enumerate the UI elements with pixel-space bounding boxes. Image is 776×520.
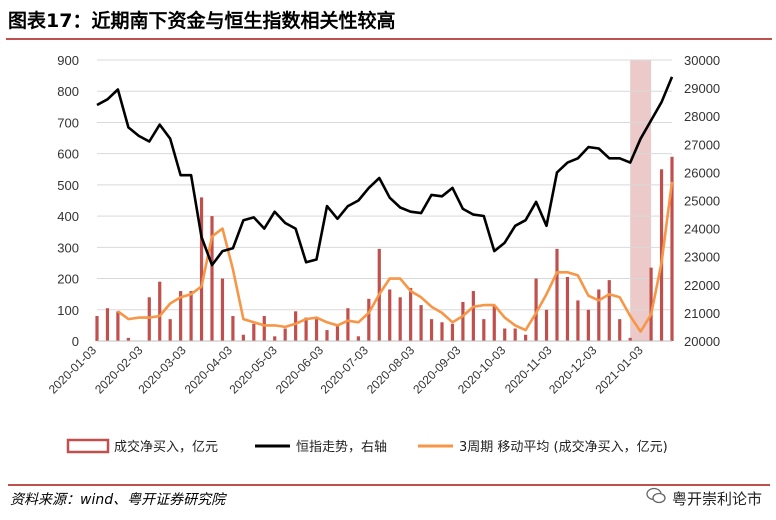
bar-net-buy: [252, 323, 256, 341]
line-hang-seng-index: [96, 76, 674, 267]
y-right-tick-label: 28000: [684, 109, 720, 124]
y-right-tick-label: 27000: [684, 137, 720, 152]
chart: 0 100 200 300 400 500 600 700 800 900 20000 21000 22…: [46, 53, 720, 455]
y-right-tick-label: 24000: [684, 222, 720, 237]
line-moving-average: [117, 181, 674, 333]
legend-swatch-bars: [66, 438, 110, 454]
x-tick-label: 2020-05-03: [227, 343, 281, 397]
y-left-tick-label: 900: [57, 53, 79, 68]
bar-net-buy: [461, 301, 465, 341]
bar-net-buy: [126, 337, 130, 341]
bar-net-buy: [482, 319, 486, 341]
bar-net-buy: [670, 156, 674, 341]
bar-net-buy: [419, 305, 423, 341]
y-right-tick-label: 26000: [684, 165, 720, 180]
highlight-band-layer: [630, 60, 652, 341]
bar-net-buy: [628, 337, 632, 341]
line-series-layer: [96, 76, 674, 333]
bar-net-buy: [179, 291, 183, 341]
bar-net-buy: [513, 328, 517, 341]
bar-net-buy: [95, 316, 99, 341]
bar-net-buy: [199, 197, 204, 341]
bar-net-buy: [314, 319, 319, 341]
page-title: 图表17：近期南下资金与恒生指数相关性较高: [6, 4, 772, 40]
y-right-tick-label: 30000: [684, 53, 720, 68]
x-tick-label: 2020-12-03: [546, 343, 600, 397]
legend: 成交净买入，亿元 恒指走势，右轴 3周期 移动平均 (成交净买入，亿元): [66, 438, 668, 455]
bar-net-buy: [524, 334, 528, 341]
bar-net-buy: [346, 308, 350, 341]
x-tick-label: 2020-01-03: [46, 343, 100, 397]
bar-net-buy: [367, 298, 371, 341]
y-left-tick-label: 700: [57, 115, 79, 130]
bar-net-buy: [283, 328, 287, 341]
x-tick-label: 2020-03-03: [135, 343, 189, 397]
x-tick-label: 2020-07-03: [318, 343, 372, 397]
bar-net-buy: [398, 297, 402, 341]
y-right-tick-label: 25000: [684, 194, 720, 209]
bar-net-buy: [147, 297, 151, 341]
bar-net-buy: [231, 316, 235, 341]
bar-net-buy: [168, 319, 172, 341]
bar-net-buy: [565, 276, 570, 341]
legend-label-ma: 3周期 移动平均 (成交净买入，亿元): [459, 439, 668, 455]
bar-net-buy: [356, 336, 360, 341]
bar-net-buy: [618, 319, 622, 341]
y-right-tick-label: 22000: [684, 278, 720, 293]
bar-net-buy: [544, 309, 549, 341]
bar-net-buy: [409, 287, 413, 341]
axis-layer: 0 100 200 300 400 500 600 700 800 900 20000 21000 22…: [46, 53, 720, 397]
bar-net-buy: [220, 278, 225, 341]
y-left-tick-label: 600: [57, 147, 79, 162]
bar-net-buy: [294, 311, 298, 341]
bar-net-buy: [534, 278, 538, 341]
watermark: 粤开崇利论市: [646, 486, 762, 513]
legend-label-hsi: 恒指走势，右轴: [296, 439, 387, 455]
bar-net-buy: [325, 330, 329, 341]
y-right-tick-label: 21000: [684, 306, 720, 321]
bar-net-buy: [440, 322, 444, 341]
grid-layer: [97, 59, 672, 311]
x-tick-label: 2021-01-03: [592, 343, 646, 397]
legend-label-bars: 成交净买入，亿元: [114, 439, 218, 455]
x-tick-label: 2020-08-03: [364, 343, 418, 397]
y-left-tick-label: 400: [57, 209, 79, 224]
bar-net-buy: [262, 316, 266, 341]
bar-net-buy: [450, 323, 455, 341]
y-right-tick-label: 20000: [684, 334, 720, 349]
watermark-text: 粤开崇利论市: [671, 490, 762, 508]
bar-net-buy: [649, 267, 653, 341]
bar-net-buy: [241, 334, 245, 341]
bar-net-buy: [503, 328, 507, 341]
bar-net-buy: [586, 309, 590, 341]
bar-net-buy: [576, 300, 580, 341]
bar-net-buy: [607, 280, 611, 341]
y-left-tick-label: 500: [57, 178, 79, 193]
bar-net-buy: [210, 216, 214, 341]
bar-net-buy: [429, 319, 434, 341]
bar-net-buy: [388, 289, 392, 341]
wechat-icon: [646, 487, 666, 513]
bar-net-buy: [471, 291, 475, 341]
highlight-band: [630, 60, 652, 341]
bar-net-buy: [335, 325, 340, 341]
y-left-tick-label: 800: [57, 84, 79, 99]
bar-net-buy: [158, 281, 162, 341]
bar-net-buy: [105, 308, 110, 341]
bar-net-buy: [189, 291, 193, 341]
bar-net-buy: [597, 289, 601, 341]
bar-net-buy: [116, 311, 120, 341]
bar-net-buy: [304, 317, 308, 341]
bar-net-buy: [273, 336, 277, 341]
x-tick-label: 2020-10-03: [455, 343, 509, 397]
y-left-tick-label: 200: [57, 272, 79, 287]
y-right-tick-label: 29000: [684, 81, 720, 96]
source-note: 资料来源：wind、粤开证券研究院: [8, 484, 770, 516]
bar-net-buy: [492, 305, 496, 341]
y-right-tick-label: 23000: [684, 250, 720, 265]
y-left-tick-label: 300: [57, 240, 79, 255]
y-left-tick-label: 0: [72, 334, 79, 349]
y-left-tick-label: 100: [57, 303, 79, 318]
bar-net-buy: [555, 248, 559, 341]
